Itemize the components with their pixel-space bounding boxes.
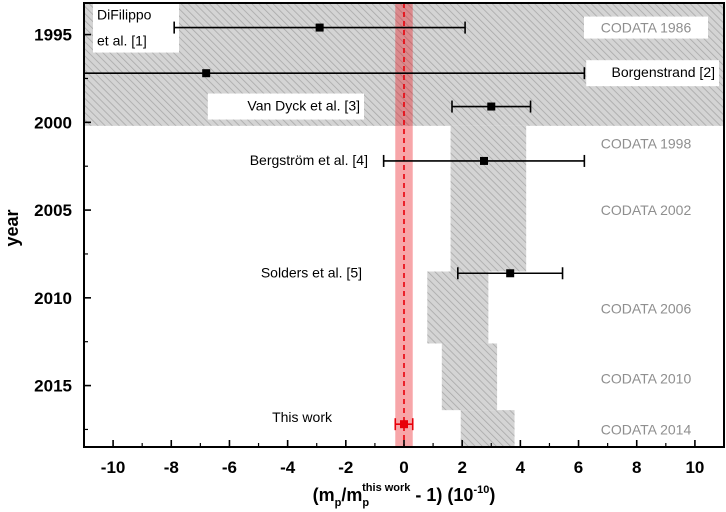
x-tick-label-8: 8 (632, 458, 641, 477)
measurement-4-label: Solders et al. [5] (261, 264, 362, 280)
x-tick-label--6: -6 (222, 458, 237, 477)
measurement-5-point (400, 420, 408, 429)
x-axis-title-part-6: - 1) (10 (410, 485, 473, 505)
y-tick-label-2005: 2005 (34, 201, 72, 220)
x-axis-title-part-7: -10 (473, 484, 489, 496)
x-tick-label-0: 0 (399, 458, 408, 477)
x-tick-label--8: -8 (164, 458, 179, 477)
y-tick-label-2000: 2000 (34, 113, 72, 132)
codata-2006-label: CODATA 2006 (601, 300, 692, 316)
codata-band-codata-2006 (427, 271, 489, 344)
x-axis-title-part-1: (m (313, 485, 335, 505)
x-axis-title-part-5: this work (362, 482, 411, 494)
measurement-0-label-line-1: DiFilippo (97, 7, 152, 23)
measurement-1-point (202, 69, 211, 78)
this-work-band (395, 3, 413, 447)
codata-band-codata-2014 (460, 410, 515, 447)
measurement-0-label-line-2: et al. [1] (97, 33, 147, 49)
y-axis-title: year (2, 209, 22, 246)
measurement-2-point (487, 102, 496, 111)
x-tick-label--2: -2 (338, 458, 353, 477)
x-tick-label--10: -10 (101, 458, 126, 477)
x-axis-title-part-4: p (362, 497, 369, 509)
codata-labels: CODATA 1986 CODATA 1998 CODATA 2002 CODATA … (584, 16, 708, 437)
codata-1986-label-bg (584, 16, 708, 39)
x-tick-label-2: 2 (457, 458, 466, 477)
x-tick-label--4: -4 (280, 458, 296, 477)
measurement-3-point (480, 156, 488, 165)
x-tick-label-6: 6 (574, 458, 583, 477)
codata-band-codata-2010 (441, 343, 498, 411)
measurement-5-label: This work (272, 409, 333, 425)
x-tick-label-10: 10 (685, 458, 704, 477)
x-axis-title-part-2: p (335, 497, 342, 509)
codata-1986-label: CODATA 1986 (601, 20, 692, 36)
measurement-1-label: Borgenstrand [2] (611, 64, 715, 80)
x-tick-label-4: 4 (516, 458, 526, 477)
codata-band-codata-1998 (450, 125, 527, 272)
measurements: DiFilippo et al. [1] Borgenstrand [2] Van D… (84, 2, 719, 431)
y-tick-label-2015: 2015 (34, 377, 72, 396)
measurement-0-point (315, 23, 324, 32)
x-axis-title-part-3: /m (341, 485, 362, 505)
measurement-3-label: Bergström et al. [4] (250, 152, 368, 168)
codata-2014-label: CODATA 2014 (601, 421, 692, 437)
codata-1998-label: CODATA 1998 (601, 135, 692, 151)
y-tick-label-1995: 1995 (34, 26, 72, 45)
y-tick-label-2010: 2010 (34, 289, 72, 308)
this-work-band-layer (395, 3, 413, 447)
measurement-2-label-bg (207, 93, 364, 120)
codata-2002-label: CODATA 2002 (601, 202, 692, 218)
measurement-1-label-bg (586, 60, 719, 87)
x-axis-title: (mp/mpthis work - 1) (10-10) (313, 482, 496, 509)
measurement-4-point (506, 269, 515, 278)
codata-2010-label: CODATA 2010 (601, 371, 692, 387)
measurement-2-label: Van Dyck et al. [3] (247, 98, 360, 114)
measurement-0-label-bg (93, 2, 179, 53)
x-axis-title-part-8: ) (489, 485, 495, 505)
